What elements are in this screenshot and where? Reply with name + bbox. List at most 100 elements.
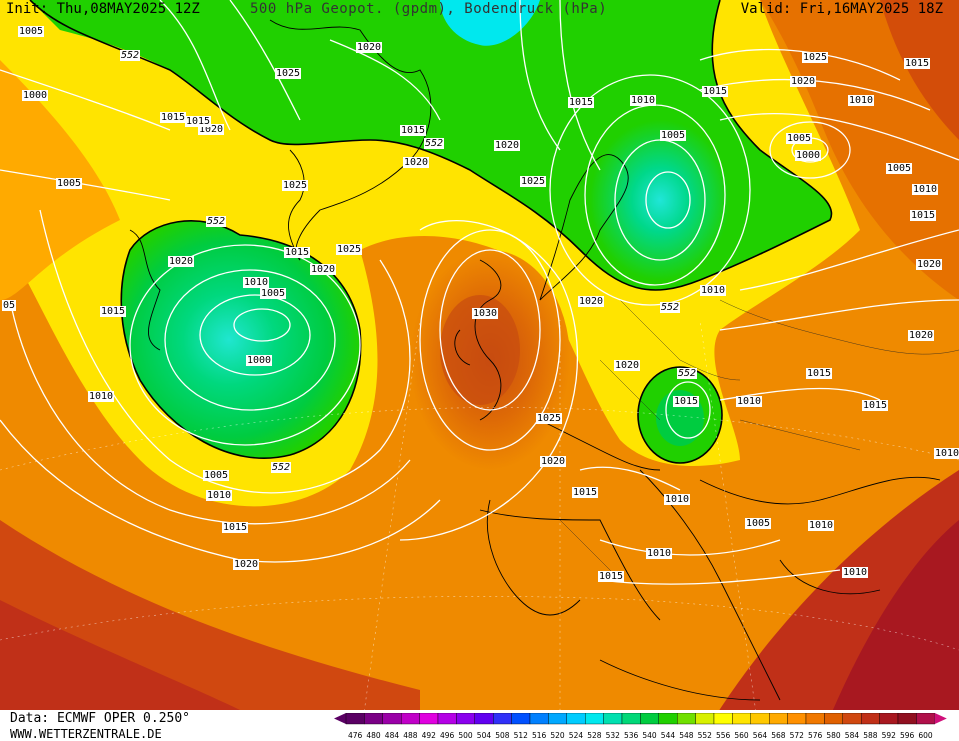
colorbar-tick-label: 552 [698, 731, 713, 740]
isobar-label: 1025 [336, 244, 363, 255]
colorbar-tick-label: 532 [606, 731, 621, 740]
green-cyan-arctic [440, 0, 540, 46]
isobar-label: 1010 [848, 95, 875, 106]
isobar-label: 1015 [673, 396, 700, 407]
colorbar-swatch [842, 713, 862, 725]
colorbar-left-arrow [334, 713, 346, 724]
colorbar-tick-label: 492 [422, 731, 437, 740]
colorbar-swatch [345, 713, 365, 725]
isobar-label: 1025 [282, 180, 309, 191]
geopotential-label: 552 [660, 302, 681, 313]
colorbar-swatch [805, 713, 825, 725]
isobar-label: 1005 [203, 470, 230, 481]
isobar-label: 1020 [198, 124, 225, 135]
isobar-label: 1015 [222, 522, 249, 533]
geopotential-label: 552 [271, 462, 292, 473]
colorbar-tick-label: 520 [550, 731, 565, 740]
colorbar-swatch [474, 713, 494, 725]
colorbar-swatch [400, 713, 420, 725]
colorbar-tick-label: 476 [348, 731, 363, 740]
colorbar-swatch [695, 713, 715, 725]
colorbar-tick-label: 496 [440, 731, 455, 740]
colorbar-swatch [419, 713, 439, 725]
green-low-atlantic [121, 220, 361, 459]
data-source-label: Data: ECMWF OPER 0.250° [10, 711, 191, 726]
isobar-label: 1025 [802, 52, 829, 63]
isobar-label: 1020 [310, 264, 337, 275]
isobar-label: 1020 [540, 456, 567, 467]
isobar-label: 1010 [88, 391, 115, 402]
colorbar-right-arrow [934, 713, 947, 724]
colorbar-swatch [364, 713, 383, 725]
colorbar-swatch [456, 713, 476, 725]
colorbar-tick-label: 588 [863, 731, 878, 740]
isobar-label: 1010 [934, 448, 959, 459]
isobar-label: 1010 [630, 95, 657, 106]
colorbar-swatch [677, 713, 696, 725]
isobar-label: 1005 [786, 133, 813, 144]
geopotential-label: 552 [424, 138, 445, 149]
colorbar-swatch [897, 713, 917, 725]
colorbar-swatch [529, 713, 549, 725]
website-label: WWW.WETTERZENTRALE.DE [10, 727, 162, 741]
color-scale-bar: 476 480 484 488 492 496 500 504 508 512 516 520 524 5… [334, 713, 947, 740]
isobar-label: 1015 [568, 97, 595, 108]
isobar-label: 1010 [912, 184, 939, 195]
isobar-label: 1015 [862, 400, 889, 411]
isobar-label: 05 [2, 300, 17, 311]
isobar-label: 1010 [736, 396, 763, 407]
colorbar-tick-label: 564 [753, 731, 768, 740]
colorbar-tick-label: 548 [679, 731, 694, 740]
colorbar-swatch [492, 713, 512, 725]
colorbar-swatch [861, 713, 880, 725]
colorbar-swatch [548, 713, 567, 725]
isobar-label: 1020 [168, 256, 195, 267]
colorbar-swatch [511, 713, 531, 725]
isobar-label: 1020 [908, 330, 935, 341]
colorbar-tick-label: 580 [826, 731, 841, 740]
isobar-label: 1020 [494, 140, 521, 151]
isobar-label: 1015 [100, 306, 127, 317]
isobar-label: 1025 [520, 176, 547, 187]
colorbar-tick-label: 528 [587, 731, 602, 740]
colorbar-tick-label: 556 [716, 731, 731, 740]
graticule [0, 319, 959, 741]
colorbar-swatch [640, 713, 659, 725]
colorbar-swatch [732, 713, 751, 725]
isobar-label: 1010 [842, 567, 869, 578]
isobar-label: 1010 [700, 285, 727, 296]
colorbar-tick-label: 544 [661, 731, 676, 740]
isobar-label: 1025 [536, 413, 563, 424]
colorbar-tick-label: 568 [771, 731, 786, 740]
colorbar-swatch [603, 713, 623, 725]
colorbar-tick-label: 560 [734, 731, 749, 740]
colorbar-swatch [584, 713, 604, 725]
red-zone-southwest [0, 600, 300, 741]
isobar-label: 1015 [598, 571, 625, 582]
colorbar-tick-label: 516 [532, 731, 547, 740]
isobar-label: 1010 [206, 490, 233, 501]
colorbar-tick-label: 480 [366, 731, 381, 740]
colorbar-tick-label: 596 [900, 731, 915, 740]
colorbar-tick-label: 600 [918, 731, 933, 740]
colorbar-tick-label: 536 [624, 731, 639, 740]
green-low-scandinavia [590, 120, 730, 280]
colorbar-tick-label: 576 [808, 731, 823, 740]
colorbar-tick-label: 512 [514, 731, 529, 740]
colorbar-tick-label: 484 [385, 731, 400, 740]
map-title: 500 hPa Geopot. (gpdm), Bodendruck (hPa) [250, 1, 608, 17]
colorbar-swatch [566, 713, 586, 725]
colorbar-swatch [750, 713, 770, 725]
valid-time-label: Valid: Fri,16MAY2025 18Z [740, 1, 943, 17]
isobar-label: 1015 [185, 116, 212, 127]
colorbar-swatch [713, 713, 733, 725]
isobar-label: 1015 [160, 112, 187, 123]
geopotential-label: 552 [206, 216, 227, 227]
colorbar-tick-label: 504 [477, 731, 492, 740]
isobar-label: 1000 [22, 90, 49, 101]
colorbar-swatch [658, 713, 678, 725]
colorbar-tick-label: 584 [845, 731, 860, 740]
colorbar-swatch [769, 713, 788, 725]
colorbar-swatch [437, 713, 457, 725]
colorbar-tick-label: 488 [403, 731, 418, 740]
